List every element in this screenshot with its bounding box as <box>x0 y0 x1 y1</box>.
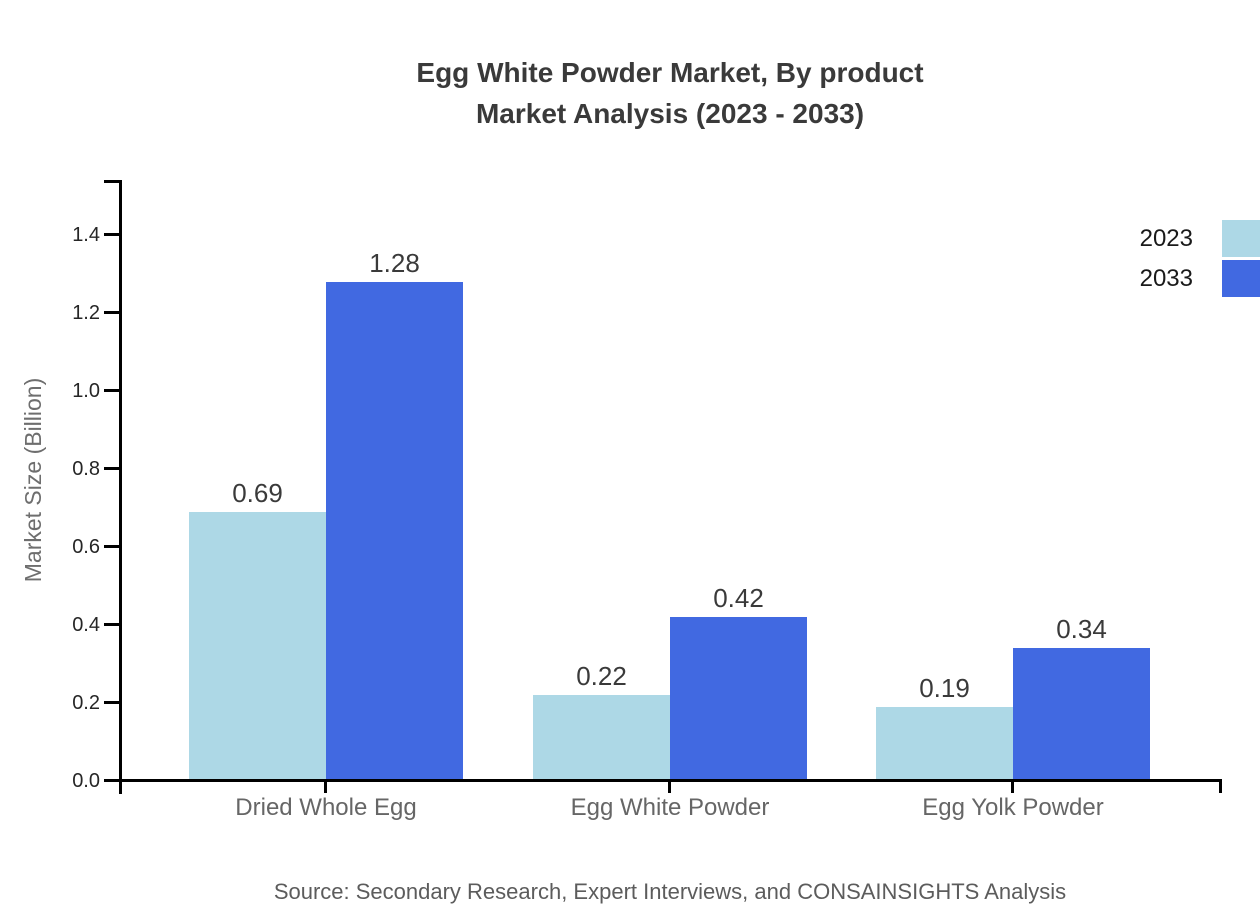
y-tick-label: 0.4 <box>72 614 100 636</box>
y-tick <box>104 311 119 314</box>
x-tick <box>668 779 671 793</box>
legend-label-2023: 2023 <box>1139 225 1193 252</box>
legend-swatch-2033 <box>1222 260 1260 297</box>
bar-2023-egg-white-powder <box>533 695 670 781</box>
y-tick-label: 0.8 <box>72 458 100 480</box>
source-note: Source: Secondary Research, Expert Inter… <box>273 879 1067 904</box>
bar-value-label: 0.42 <box>713 583 764 613</box>
legend-swatch-2023 <box>1222 220 1260 257</box>
x-tick <box>324 779 327 793</box>
x-tick <box>1011 779 1014 793</box>
y-tick-label: 1.2 <box>72 302 100 324</box>
bar-value-label: 0.19 <box>919 673 970 703</box>
x-category-label: Dried Whole Egg <box>235 794 417 821</box>
y-tick-label: 0.6 <box>72 536 100 558</box>
bar-value-label: 1.28 <box>369 248 420 278</box>
x-axis-end-tick <box>1219 779 1222 793</box>
y-tick-label: 1.0 <box>72 380 100 402</box>
y-tick <box>104 467 119 470</box>
y-axis-line <box>119 180 122 794</box>
x-category-label: Egg Yolk Powder <box>922 794 1104 821</box>
bar-2033-egg-yolk-powder <box>1013 648 1150 781</box>
chart-title-line-1: Egg White Powder Market, By product <box>416 57 924 88</box>
x-category-label: Egg White Powder <box>570 794 770 821</box>
y-tick <box>104 779 119 782</box>
y-tick-label: 1.4 <box>72 224 100 246</box>
legend-label-2033: 2033 <box>1139 265 1193 292</box>
chart-title: Egg White Powder Market, By product Mark… <box>80 52 1260 134</box>
bar-value-label: 0.34 <box>1056 614 1107 644</box>
y-axis-end-tick <box>104 180 119 183</box>
bar-value-label: 0.69 <box>232 478 283 508</box>
y-tick <box>104 623 119 626</box>
chart-title-line-2: Market Analysis (2023 - 2033) <box>475 98 865 129</box>
y-tick <box>104 545 119 548</box>
y-tick-label: 0.0 <box>72 770 100 792</box>
bar-value-label: 0.22 <box>576 661 627 691</box>
bar-2033-egg-white-powder <box>670 617 807 781</box>
y-tick <box>104 233 119 236</box>
y-tick <box>104 701 119 704</box>
y-tick-label: 0.2 <box>72 692 100 714</box>
bar-2033-dried-whole-egg <box>326 282 463 781</box>
bar-2023-dried-whole-egg <box>189 512 326 781</box>
bar-2023-egg-yolk-powder <box>876 707 1013 781</box>
y-tick <box>104 389 119 392</box>
